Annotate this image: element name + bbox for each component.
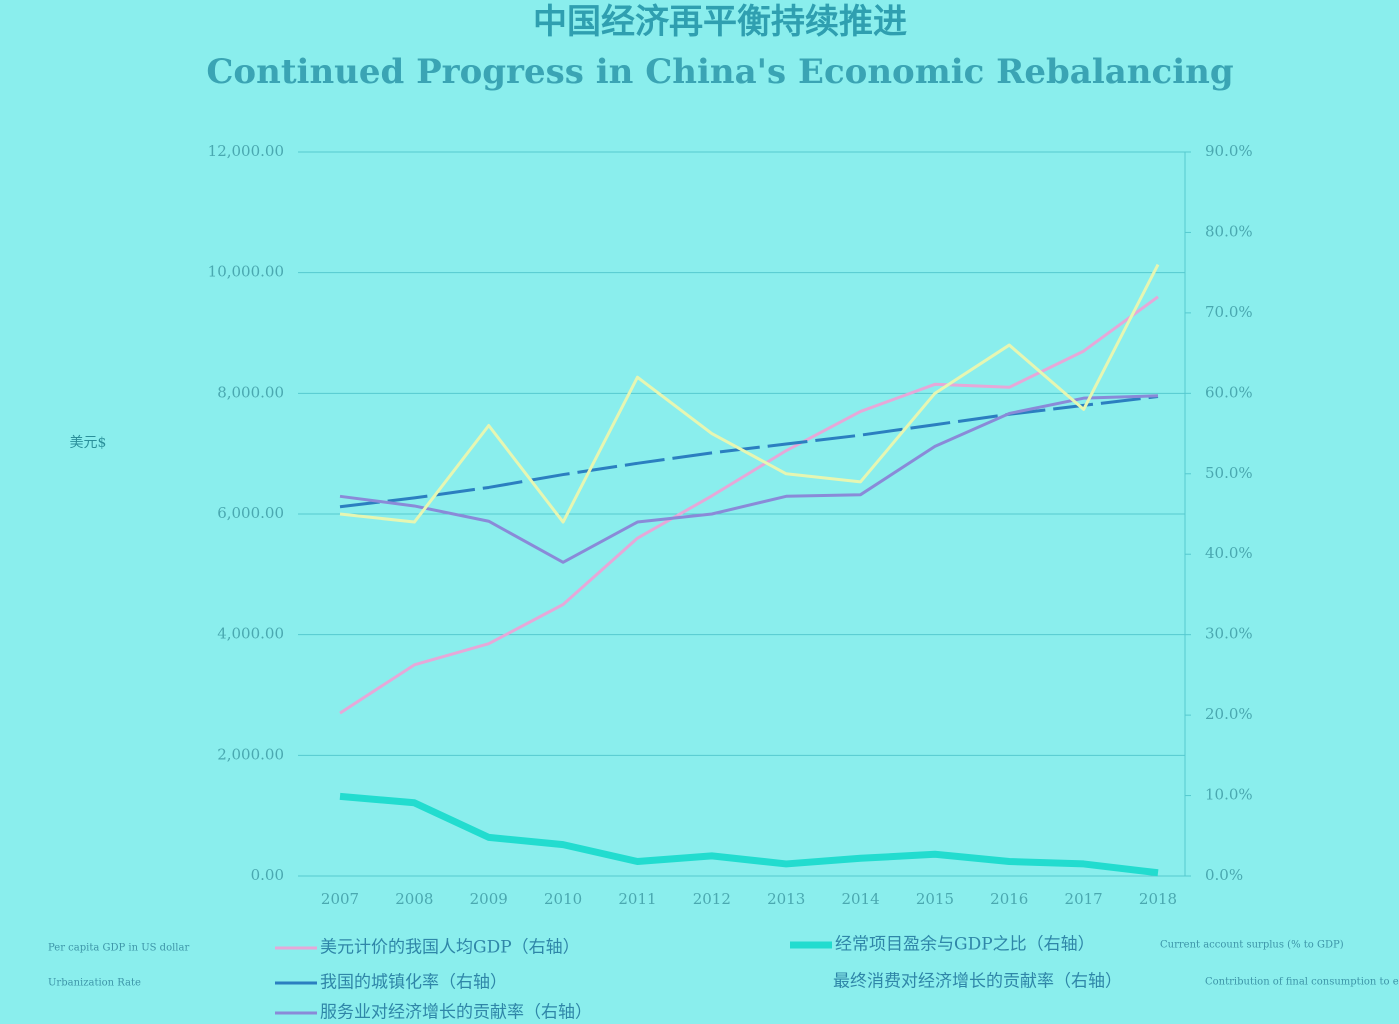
y2-tick-label: 40.0%	[1205, 544, 1253, 562]
legend-label-en: Contribution of final consumption to eco…	[1205, 977, 1399, 988]
series-line	[339, 295, 1159, 715]
y-tick-label: 6,000.00	[217, 504, 284, 522]
y2-tick-label: 70.0%	[1205, 303, 1253, 321]
legend-label: 最终消费对经济增长的贡献率（右轴）	[833, 972, 1122, 992]
series-line	[339, 394, 1159, 564]
y-tick-label: 10,000.00	[208, 263, 284, 281]
x-tick-label: 2013	[767, 890, 805, 908]
legend-label: 经常项目盈余与GDP之比（右轴）	[835, 935, 1095, 955]
legend-label: 服务业对经济增长的贡献率（右轴）	[320, 1003, 592, 1023]
x-tick-label: 2012	[693, 890, 731, 908]
y2-tick-label: 30.0%	[1205, 625, 1253, 643]
x-tick-label: 2008	[395, 890, 433, 908]
x-tick-label: 2016	[990, 890, 1028, 908]
x-tick-label: 2014	[841, 890, 879, 908]
legend-label: 美元计价的我国人均GDP（右轴）	[320, 938, 580, 958]
legend-label-en: Urbanization Rate	[48, 978, 141, 989]
x-tick-label: 2007	[321, 890, 359, 908]
y-tick-label: 8,000.00	[217, 383, 284, 401]
y-tick-label: 2,000.00	[217, 745, 284, 763]
x-tick-label: 2017	[1065, 890, 1103, 908]
legend-label: 我国的城镇化率（右轴）	[320, 973, 507, 993]
y-tick-label: 4,000.00	[217, 625, 284, 643]
y2-tick-label: 0.0%	[1205, 866, 1243, 884]
legend-label-en: Current account surplus (% to GDP)	[1160, 940, 1344, 951]
y2-tick-label: 50.0%	[1205, 464, 1253, 482]
y-axis-label: 美元$	[70, 435, 107, 451]
x-tick-label: 2011	[618, 890, 656, 908]
x-tick-label: 2009	[470, 890, 508, 908]
chart-title: 中国经济再平衡持续推进	[533, 2, 907, 42]
y2-tick-label: 10.0%	[1205, 786, 1253, 804]
series-line	[339, 792, 1159, 877]
y2-tick-label: 90.0%	[1205, 142, 1253, 160]
legend-label-en: Per capita GDP in US dollar	[48, 943, 189, 954]
y2-tick-label: 80.0%	[1205, 222, 1253, 240]
chart-subtitle: Continued Progress in China's Economic R…	[206, 52, 1233, 92]
y-tick-label: 0.00	[251, 866, 284, 884]
y2-tick-label: 20.0%	[1205, 705, 1253, 723]
series-line	[339, 263, 1160, 524]
x-tick-label: 2010	[544, 890, 582, 908]
x-tick-label: 2018	[1139, 890, 1177, 908]
y-tick-label: 12,000.00	[208, 142, 284, 160]
x-tick-label: 2015	[916, 890, 954, 908]
y2-tick-label: 60.0%	[1205, 383, 1253, 401]
series-line	[339, 395, 1159, 509]
